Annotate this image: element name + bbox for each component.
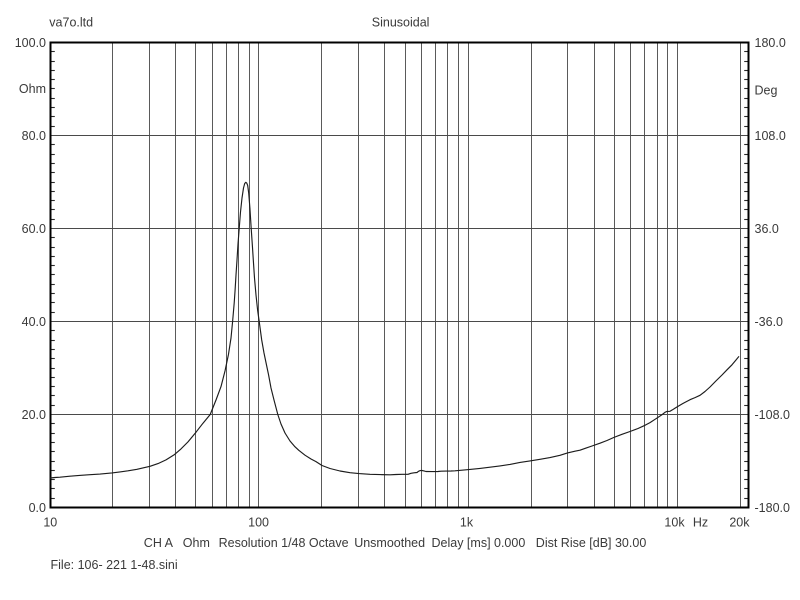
- svg-text:File: 106- 221 1-48.sini: File: 106- 221 1-48.sini: [51, 558, 178, 572]
- svg-text:80.0: 80.0: [22, 129, 46, 143]
- svg-text:180.0: 180.0: [755, 36, 786, 50]
- svg-text:Sinusoidal: Sinusoidal: [372, 15, 430, 29]
- svg-text:-108.0: -108.0: [755, 408, 790, 422]
- svg-text:10k: 10k: [664, 516, 685, 530]
- svg-text:1k: 1k: [460, 516, 474, 530]
- svg-text:0.0: 0.0: [29, 501, 46, 515]
- svg-text:20.0: 20.0: [22, 408, 46, 422]
- svg-text:20k: 20k: [729, 516, 750, 530]
- svg-text:108.0: 108.0: [755, 129, 786, 143]
- svg-text:40.0: 40.0: [22, 315, 46, 329]
- svg-text:Dist Rise [dB] 30.00: Dist Rise [dB] 30.00: [536, 536, 647, 550]
- svg-text:100: 100: [248, 516, 269, 530]
- svg-text:Deg: Deg: [755, 84, 778, 98]
- svg-text:va7o.ltd: va7o.ltd: [49, 15, 93, 29]
- svg-text:Resolution 1/48 Octave: Resolution 1/48 Octave: [219, 536, 349, 550]
- svg-text:Unsmoothed: Unsmoothed: [354, 536, 425, 550]
- svg-text:Ohm: Ohm: [19, 82, 46, 96]
- svg-text:100.0: 100.0: [15, 36, 46, 50]
- svg-text:60.0: 60.0: [22, 222, 46, 236]
- svg-text:Ohm: Ohm: [183, 536, 210, 550]
- svg-text:36.0: 36.0: [755, 222, 779, 236]
- svg-text:10: 10: [43, 516, 57, 530]
- svg-text:Hz: Hz: [693, 516, 708, 530]
- svg-text:CH A: CH A: [144, 536, 174, 550]
- svg-text:Delay [ms] 0.000: Delay [ms] 0.000: [432, 536, 526, 550]
- svg-text:-36.0: -36.0: [755, 315, 784, 329]
- svg-text:-180.0: -180.0: [755, 501, 790, 515]
